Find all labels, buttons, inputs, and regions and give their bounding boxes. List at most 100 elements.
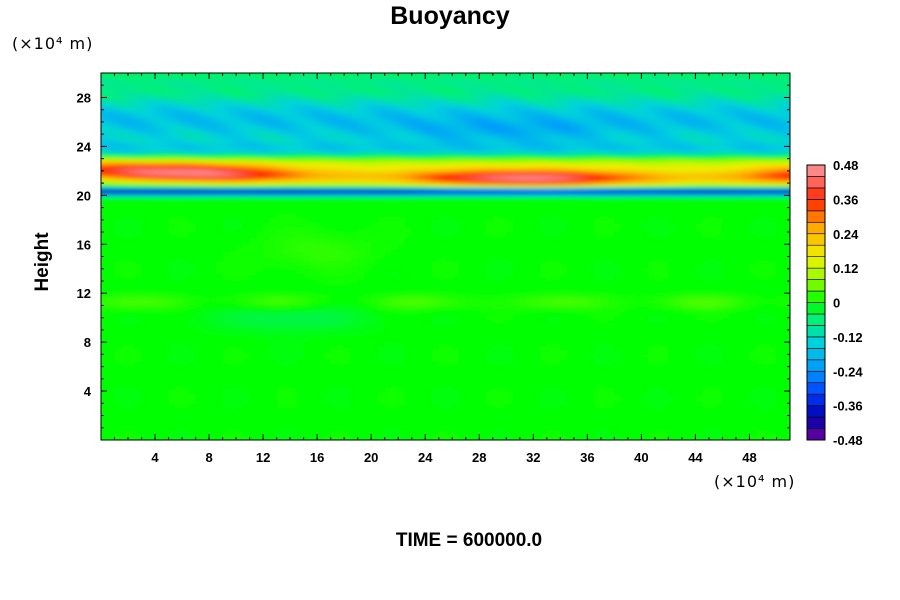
- heatmap-cell: [135, 64, 142, 66]
- heatmap-cell: [87, 371, 94, 373]
- heatmap-cell: [87, 420, 94, 422]
- heatmap-cell: [94, 165, 101, 167]
- heatmap-cell: [87, 428, 94, 430]
- heatmap-cell: [94, 63, 101, 65]
- heatmap-cell: [94, 217, 101, 219]
- heatmap-cell: [202, 441, 209, 443]
- heatmap-cell: [87, 160, 94, 162]
- heatmap-cell: [87, 228, 94, 230]
- heatmap-cell: [121, 66, 128, 68]
- heatmap-cell: [87, 283, 94, 285]
- heatmap-cell: [94, 105, 101, 107]
- heatmap-cell: [87, 61, 94, 63]
- heatmap-cell: [94, 334, 101, 336]
- heatmap-cell: [155, 61, 162, 63]
- heatmap-cell: [87, 171, 94, 173]
- heatmap-cell: [189, 66, 196, 68]
- heatmap-cell: [87, 77, 94, 79]
- heatmap-cell: [87, 411, 94, 413]
- heatmap-cell: [87, 217, 94, 219]
- heatmap-cell: [216, 442, 223, 444]
- heatmap-cell: [94, 375, 101, 377]
- heatmap-cell: [87, 415, 94, 417]
- heatmap-cell: [216, 61, 223, 63]
- heatmap-cell: [94, 338, 101, 340]
- heatmap-cell: [87, 413, 94, 415]
- heatmap-cell: [229, 68, 236, 70]
- heatmap-cell: [108, 63, 115, 65]
- heatmap-cell: [94, 116, 101, 118]
- heatmap-cell: [94, 380, 101, 382]
- heatmap-cell: [94, 373, 101, 375]
- heatmap-cell: [115, 61, 122, 63]
- heatmap-cell: [87, 121, 94, 123]
- heatmap-cell: [94, 387, 101, 389]
- heatmap-cell: [87, 308, 94, 310]
- heatmap-cell: [87, 402, 94, 404]
- heatmap-cell: [209, 61, 216, 63]
- heatmap-cell: [87, 365, 94, 367]
- heatmap-cell: [94, 90, 101, 92]
- heatmap-cell: [94, 127, 101, 129]
- heatmap-cell: [94, 160, 101, 162]
- heatmap-cell: [94, 167, 101, 169]
- heatmap-cell: [169, 441, 176, 443]
- heatmap-cell: [94, 114, 101, 116]
- heatmap-cell: [94, 400, 101, 402]
- heatmap-cell: [94, 219, 101, 221]
- heatmap-cell: [223, 61, 230, 63]
- heatmap-cell: [236, 68, 243, 70]
- heatmap-cell: [148, 441, 155, 443]
- heatmap-cell: [87, 264, 94, 266]
- heatmap-cell: [94, 367, 101, 369]
- heatmap-cell: [94, 417, 101, 419]
- heatmap-cell: [94, 288, 101, 290]
- heatmap-cell: [94, 296, 101, 298]
- heatmap-cell: [94, 253, 101, 255]
- heatmap-cell: [236, 442, 243, 444]
- heatmap-cell: [87, 277, 94, 279]
- heatmap-cell: [94, 101, 101, 103]
- heatmap-cell: [94, 261, 101, 263]
- heatmap-cell: [87, 404, 94, 406]
- heatmap-cell: [94, 409, 101, 411]
- heatmap-cell: [87, 182, 94, 184]
- heatmap-cell: [229, 441, 236, 443]
- heatmap-cell: [94, 294, 101, 296]
- heatmap-cell: [128, 68, 135, 70]
- heatmap-cell: [94, 270, 101, 272]
- heatmap-cell: [94, 103, 101, 105]
- heatmap-cell: [87, 270, 94, 272]
- heatmap-cell: [94, 384, 101, 386]
- heatmap-cell: [115, 66, 122, 68]
- heatmap-cell: [223, 66, 230, 68]
- heatmap-cell: [87, 367, 94, 369]
- heatmap-cell: [202, 64, 209, 66]
- heatmap-cell: [94, 252, 101, 254]
- heatmap-cell: [94, 239, 101, 241]
- heatmap-cell: [94, 173, 101, 175]
- heatmap-cell: [223, 64, 230, 66]
- heatmap-cell: [94, 228, 101, 230]
- heatmap-cell: [94, 129, 101, 131]
- heatmap-cell: [87, 417, 94, 419]
- heatmap-cell: [94, 310, 101, 312]
- heatmap-cell: [94, 77, 101, 79]
- heatmap-cell: [229, 61, 236, 63]
- heatmap-cell: [94, 123, 101, 125]
- heatmap-cell: [229, 444, 236, 446]
- heatmap-cell: [175, 63, 182, 65]
- heatmap-cell: [94, 119, 101, 121]
- heatmap-cell: [94, 134, 101, 136]
- heatmap-cell: [209, 66, 216, 68]
- heatmap-cell: [94, 283, 101, 285]
- heatmap-cell: [87, 268, 94, 270]
- heatmap-cell: [87, 63, 94, 65]
- heatmap-cell: [196, 68, 203, 70]
- heatmap-cell: [155, 64, 162, 66]
- heatmap-cell: [94, 411, 101, 413]
- heatmap-cell: [94, 402, 101, 404]
- heatmap-cell: [87, 281, 94, 283]
- heatmap-cell: [155, 442, 162, 444]
- heatmap-cell: [189, 63, 196, 65]
